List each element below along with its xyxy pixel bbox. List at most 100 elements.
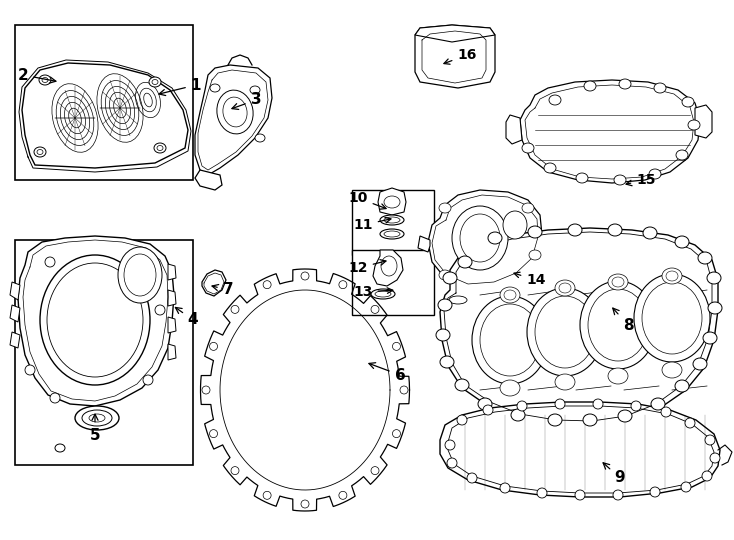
Ellipse shape [544,163,556,173]
Ellipse shape [642,282,702,354]
Ellipse shape [500,483,510,493]
Ellipse shape [118,247,162,303]
Bar [352,190,434,255]
Ellipse shape [643,227,657,239]
Polygon shape [10,305,20,322]
Ellipse shape [37,150,43,154]
Ellipse shape [371,289,395,299]
Text: 7: 7 [212,282,233,298]
Ellipse shape [478,398,492,410]
Ellipse shape [651,398,665,410]
Ellipse shape [619,79,631,89]
Polygon shape [168,317,176,333]
Ellipse shape [217,90,253,134]
Polygon shape [440,228,718,425]
Ellipse shape [202,386,210,394]
Text: 5: 5 [90,414,101,442]
Ellipse shape [223,97,247,127]
Polygon shape [418,236,430,252]
Polygon shape [695,105,712,138]
Text: 12: 12 [348,260,386,275]
Ellipse shape [631,401,641,411]
Text: 10: 10 [349,191,386,209]
Ellipse shape [528,226,542,238]
Ellipse shape [580,281,656,369]
Ellipse shape [209,342,217,350]
Ellipse shape [40,255,150,385]
Ellipse shape [576,173,588,183]
Ellipse shape [500,380,520,396]
Ellipse shape [584,81,596,91]
Text: 13: 13 [353,285,393,299]
Ellipse shape [559,283,571,293]
Polygon shape [195,65,272,175]
Ellipse shape [649,169,661,179]
Ellipse shape [263,281,271,289]
Ellipse shape [517,401,527,411]
Ellipse shape [588,289,648,361]
Ellipse shape [82,410,112,426]
Ellipse shape [537,488,547,498]
Ellipse shape [75,406,119,430]
Ellipse shape [458,256,472,268]
Ellipse shape [650,487,660,497]
Ellipse shape [393,342,401,350]
Ellipse shape [688,120,700,130]
Ellipse shape [583,414,597,426]
Ellipse shape [612,277,624,287]
Polygon shape [506,115,522,144]
Ellipse shape [681,482,691,492]
Ellipse shape [555,280,575,296]
Ellipse shape [250,86,260,94]
Polygon shape [202,270,226,296]
Ellipse shape [443,272,457,284]
Ellipse shape [263,491,271,500]
Ellipse shape [675,380,689,392]
Ellipse shape [393,430,401,437]
Ellipse shape [693,358,707,370]
Text: 14: 14 [514,272,546,287]
Ellipse shape [460,214,500,262]
Ellipse shape [380,215,404,225]
Ellipse shape [149,77,161,87]
Ellipse shape [608,224,622,236]
Ellipse shape [555,374,575,390]
Polygon shape [168,290,176,306]
Ellipse shape [529,250,541,260]
Ellipse shape [124,254,156,296]
Ellipse shape [25,365,35,375]
Polygon shape [452,286,472,305]
Ellipse shape [618,410,632,422]
Ellipse shape [654,83,666,93]
Ellipse shape [231,306,239,313]
Ellipse shape [467,473,477,483]
Polygon shape [195,170,222,190]
Text: 2: 2 [18,68,56,83]
Ellipse shape [154,143,166,153]
Text: 15: 15 [626,173,655,187]
Ellipse shape [703,332,717,344]
Polygon shape [415,25,495,42]
Ellipse shape [685,418,695,428]
Ellipse shape [384,231,400,237]
Ellipse shape [662,362,682,378]
Ellipse shape [449,296,467,304]
Ellipse shape [152,79,158,84]
Text: 9: 9 [603,463,625,485]
Ellipse shape [662,268,682,284]
Bar [15,25,193,180]
Ellipse shape [549,95,561,105]
Ellipse shape [705,435,715,445]
Ellipse shape [457,415,467,425]
Ellipse shape [527,288,603,376]
Ellipse shape [39,75,51,85]
Ellipse shape [375,291,391,297]
Ellipse shape [675,236,689,248]
Ellipse shape [483,405,493,415]
Ellipse shape [157,145,163,151]
Bar [352,250,434,315]
Ellipse shape [384,196,400,208]
Polygon shape [520,80,700,183]
Text: 6: 6 [369,363,405,382]
Polygon shape [10,332,20,348]
